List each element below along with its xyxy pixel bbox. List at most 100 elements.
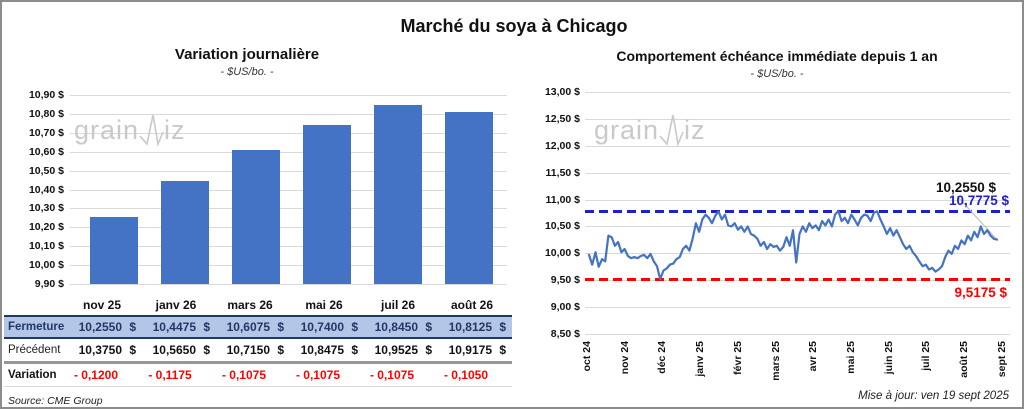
- month-header-cell: août 26: [450, 297, 493, 312]
- currency-sign: $: [425, 320, 432, 334]
- bar: [302, 125, 351, 284]
- table-row: Variation - 0,1200 - 0,1175 - 0,1075 - 0,107…: [4, 364, 512, 387]
- cell-value: - 0,1200: [73, 368, 119, 382]
- y-tick-label: 9,00 $: [550, 301, 580, 314]
- table-header-row: nov 25 janv 26 mars 26 mai 26 juil 26 août 26: [4, 294, 512, 315]
- gridline: [585, 226, 1010, 228]
- cell-value: - 0,1050: [443, 368, 489, 382]
- bar-chart-title: Variation journalière: [174, 46, 320, 63]
- y-tick-label: 10,50 $: [544, 220, 580, 233]
- bar: [444, 111, 493, 284]
- table-cell: 10,7400 $: [290, 320, 364, 334]
- cell-value: 10,7400: [300, 320, 344, 334]
- row-label-cell: Fermeture: [8, 321, 65, 333]
- x-tick-label: févr 25: [731, 341, 744, 375]
- x-tick-label: sept 25: [995, 341, 1008, 378]
- price-series-line: [587, 209, 999, 281]
- row-label-cell: Précédent: [8, 344, 61, 356]
- cell-value: 10,8475: [300, 343, 344, 357]
- gridline: [585, 307, 1010, 309]
- source-note: Source: CME Group: [8, 395, 103, 407]
- currency-sign: $: [351, 343, 358, 357]
- currency-sign: $: [129, 343, 136, 357]
- x-tick-label: avr 25: [807, 341, 820, 372]
- cell-value: 10,3750: [78, 343, 122, 357]
- cell-value: - 0,1075: [221, 368, 267, 382]
- y-tick-label: 10,30 $: [28, 202, 64, 215]
- month-header-cell: nov 25: [82, 297, 121, 312]
- currency-sign: $: [499, 320, 506, 334]
- gridline: [70, 189, 507, 191]
- cell-value: 10,9175: [448, 343, 492, 357]
- bar-chart-bars: [79, 95, 504, 284]
- y-tick-label: 10,60 $: [28, 145, 64, 158]
- line-chart-plot-area: [585, 92, 1010, 335]
- y-tick-label: 9,90 $: [34, 278, 64, 290]
- currency-sign: $: [499, 343, 506, 357]
- last-price-label: 10,2550 $: [935, 180, 996, 195]
- cell-value: - 0,1075: [369, 368, 415, 382]
- resistance-price-label: 10,7775 $: [948, 193, 1009, 208]
- table-cell: 10,8475 $: [290, 343, 364, 357]
- x-tick-label: nov 24: [618, 341, 631, 375]
- table-cell: - 0,1075: [364, 368, 438, 382]
- y-tick-label: 10,80 $: [28, 107, 64, 120]
- gridline: [70, 95, 507, 96]
- page-title: Marché du soya à Chicago: [400, 16, 628, 36]
- bar: [373, 105, 422, 284]
- y-tick-label: 10,20 $: [28, 221, 64, 234]
- table-row: Précédent 10,3750 $10,5650 $10,7150 $10,8475…: [4, 339, 512, 364]
- y-tick-label: 10,40 $: [28, 183, 64, 196]
- table-cell: - 0,1050: [438, 368, 512, 382]
- gridline: [70, 265, 507, 267]
- cell-value: 10,5650: [152, 343, 196, 357]
- cell-value: 10,2550: [78, 320, 122, 334]
- currency-sign: $: [425, 343, 432, 357]
- gridline: [70, 132, 507, 134]
- cell-value: 10,7150: [226, 343, 270, 357]
- resistance-dashed-line: [585, 210, 1010, 214]
- bar: [232, 150, 281, 284]
- price-line-chart: [587, 195, 999, 281]
- cell-value: 10,9525: [374, 343, 418, 357]
- bar-chart-subtitle: - $US/bo. -: [220, 66, 274, 78]
- gridline: [70, 170, 507, 172]
- annotation-leader-line: [956, 195, 998, 241]
- line-chart-subtitle: - $US/bo. -: [750, 68, 804, 80]
- x-tick-label: juin 25: [882, 341, 895, 375]
- month-header-cell: mars 26: [227, 297, 273, 312]
- table-cell: - 0,1200: [68, 368, 142, 382]
- bar: [90, 216, 139, 284]
- line-chart-title: Comportement échéance immédiate depuis 1…: [616, 48, 938, 64]
- x-tick-label: janv 25: [694, 341, 707, 377]
- bar: [161, 180, 210, 284]
- x-tick-label: mars 25: [769, 341, 782, 381]
- y-tick-label: 10,90 $: [28, 89, 64, 101]
- gridline: [585, 172, 1010, 174]
- x-tick-label: août 25: [958, 341, 970, 378]
- table-cell: - 0,1175: [142, 368, 216, 382]
- currency-sign: $: [351, 320, 358, 334]
- cell-value: 10,4475: [152, 320, 196, 334]
- table-cell: 10,4475 $: [142, 320, 216, 334]
- table-cell: - 0,1075: [290, 368, 364, 382]
- y-tick-label: 10,00 $: [28, 259, 64, 272]
- gridline: [70, 246, 507, 248]
- y-tick-label: 9,50 $: [550, 274, 580, 287]
- y-tick-label: 10,10 $: [28, 240, 64, 253]
- currency-sign: $: [277, 320, 284, 334]
- currency-sign: $: [203, 320, 210, 334]
- gridline: [70, 284, 507, 285]
- gridline: [70, 151, 507, 153]
- currency-sign: $: [129, 320, 136, 334]
- cell-value: 10,6075: [226, 320, 270, 334]
- y-tick-label: 12,00 $: [544, 139, 580, 152]
- table-cell: - 0,1075: [216, 368, 290, 382]
- currency-sign: $: [277, 343, 284, 357]
- row-label-cell: Variation: [8, 369, 57, 381]
- table-cell: 10,9175 $: [438, 343, 512, 357]
- gridline: [70, 113, 507, 115]
- y-tick-label: 12,50 $: [544, 112, 580, 125]
- futures-table: nov 25 janv 26 mars 26 mai 26 juil 26 août 26…: [4, 294, 512, 387]
